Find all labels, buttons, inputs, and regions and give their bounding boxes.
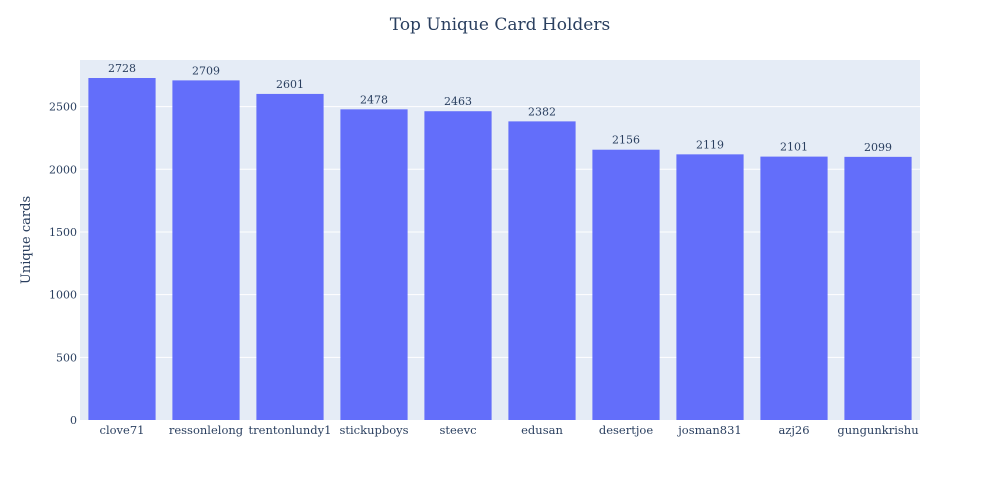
bar-desertjoe[interactable] bbox=[592, 149, 660, 420]
data-labels: 2728 2709 2601 2478 2463 2382 2156 2119 2101 2099 bbox=[108, 62, 892, 154]
x-tick-label: clove71 bbox=[100, 423, 145, 437]
x-tick-label: azj26 bbox=[778, 423, 809, 437]
data-label: 2101 bbox=[780, 141, 808, 154]
x-tick-label: edusan bbox=[521, 423, 563, 437]
bar-trentonlundy1[interactable] bbox=[256, 93, 324, 420]
bar-gungunkrishu[interactable] bbox=[844, 156, 912, 421]
y-tick-label: 500 bbox=[56, 351, 77, 364]
data-label: 2478 bbox=[360, 93, 388, 106]
y-tick-label: 0 bbox=[70, 414, 77, 427]
chart-title: Top Unique Card Holders bbox=[390, 15, 610, 35]
y-axis-ticks: 0 500 1000 1500 2000 2500 bbox=[49, 101, 77, 427]
data-label: 2119 bbox=[696, 138, 724, 151]
data-label: 2099 bbox=[864, 141, 892, 154]
data-label: 2601 bbox=[276, 78, 304, 91]
x-tick-label: josman831 bbox=[676, 423, 742, 437]
y-tick-label: 2500 bbox=[49, 101, 77, 114]
bar-ressonlelong[interactable] bbox=[172, 80, 240, 420]
bar-josman831[interactable] bbox=[676, 154, 744, 420]
x-tick-label: steevc bbox=[439, 423, 476, 437]
data-label: 2156 bbox=[612, 134, 640, 147]
data-label: 2382 bbox=[528, 105, 556, 118]
x-tick-label: ressonlelong bbox=[169, 423, 244, 437]
bar-clove71[interactable] bbox=[88, 78, 156, 421]
data-label: 2463 bbox=[444, 95, 472, 108]
x-tick-label: desertjoe bbox=[599, 423, 653, 437]
data-label: 2709 bbox=[192, 64, 220, 77]
x-tick-label: trentonlundy1 bbox=[249, 423, 332, 437]
data-label: 2728 bbox=[108, 62, 136, 75]
bar-steevc[interactable] bbox=[424, 111, 492, 421]
x-tick-label: stickupboys bbox=[339, 423, 408, 437]
x-axis-ticks: clove71 ressonlelong trentonlundy1 stickupb… bbox=[100, 423, 919, 437]
y-tick-label: 1500 bbox=[49, 226, 77, 239]
y-tick-label: 1000 bbox=[49, 289, 77, 302]
y-axis-title: Unique cards bbox=[19, 196, 34, 284]
bars bbox=[88, 78, 912, 421]
bar-edusan[interactable] bbox=[508, 121, 576, 420]
bar-azj26[interactable] bbox=[760, 156, 828, 421]
y-tick-label: 2000 bbox=[49, 163, 77, 176]
bar-stickupboys[interactable] bbox=[340, 109, 408, 420]
x-tick-label: gungunkrishu bbox=[837, 423, 918, 437]
